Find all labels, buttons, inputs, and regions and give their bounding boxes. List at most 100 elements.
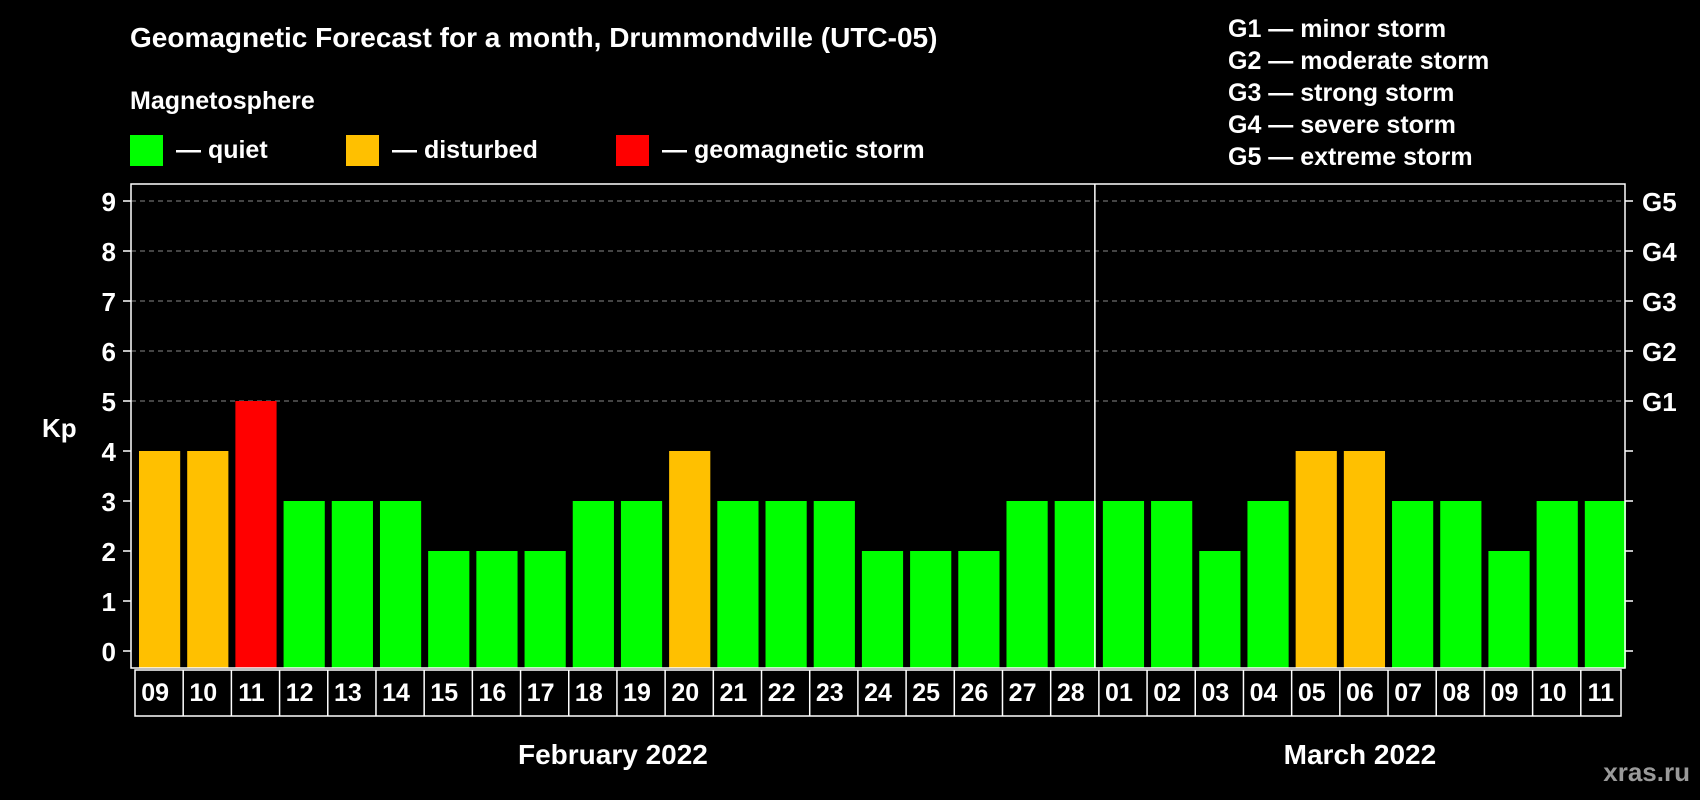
x-tick-label-5: 14 bbox=[382, 679, 410, 707]
x-tick-label-1: 10 bbox=[189, 679, 217, 707]
right-axis-label-g1: G1 bbox=[1642, 387, 1677, 417]
right-axis-label-g4: G4 bbox=[1642, 237, 1677, 267]
bar-10 bbox=[620, 501, 663, 668]
storm-scale-g2: G2 — moderate storm bbox=[1228, 47, 1489, 75]
x-tick-label-24: 05 bbox=[1298, 679, 1326, 707]
bar-5 bbox=[379, 501, 422, 668]
right-axis-label-g3: G3 bbox=[1642, 287, 1677, 317]
x-tick-label-4: 13 bbox=[334, 679, 362, 707]
legend-swatch-quiet bbox=[130, 135, 163, 166]
x-tick-label-9: 18 bbox=[575, 679, 603, 707]
bar-30 bbox=[1584, 501, 1626, 668]
bar-9 bbox=[572, 501, 614, 668]
bar-8 bbox=[524, 551, 566, 668]
bar-16 bbox=[910, 551, 952, 668]
bar-6 bbox=[428, 551, 470, 668]
x-tick-label-0: 09 bbox=[141, 679, 169, 707]
x-tick-label-25: 06 bbox=[1346, 679, 1374, 707]
bar-21 bbox=[1151, 501, 1193, 668]
bar-22 bbox=[1199, 551, 1241, 668]
bar-0 bbox=[139, 451, 181, 668]
x-tick-label-8: 17 bbox=[527, 679, 555, 707]
x-tick-label-13: 22 bbox=[768, 679, 796, 707]
x-tick-label-10: 19 bbox=[623, 679, 651, 707]
legend: — quiet — disturbed — geomagnetic storm bbox=[130, 135, 925, 166]
bar-24 bbox=[1295, 451, 1337, 668]
bar-3 bbox=[283, 501, 325, 668]
y-tick-label-4: 4 bbox=[102, 437, 117, 467]
y-tick-label-9: 9 bbox=[102, 187, 116, 217]
bar-11 bbox=[669, 451, 711, 668]
date-axis-frame bbox=[134, 669, 1622, 717]
x-tick-label-14: 23 bbox=[816, 679, 844, 707]
bar-1 bbox=[187, 451, 229, 668]
bar-19 bbox=[1054, 501, 1096, 668]
storm-scale-g4: G4 — severe storm bbox=[1228, 111, 1456, 139]
y-tick-label-1: 1 bbox=[102, 587, 116, 617]
x-tick-label-6: 15 bbox=[430, 679, 458, 707]
y-tick-label-0: 0 bbox=[102, 637, 116, 667]
plot-frame bbox=[130, 183, 1626, 669]
bar-26 bbox=[1392, 501, 1434, 668]
bar-18 bbox=[1006, 501, 1048, 668]
bar-17 bbox=[958, 551, 1000, 668]
bar-20 bbox=[1102, 501, 1145, 668]
chart-title: Geomagnetic Forecast for a month, Drummo… bbox=[130, 22, 937, 53]
bar-14 bbox=[813, 501, 855, 668]
legend-swatch-storm bbox=[616, 135, 649, 166]
x-tick-label-12: 21 bbox=[720, 679, 748, 707]
x-tick-label-7: 16 bbox=[479, 679, 507, 707]
storm-scale-legend: G1 — minor storm G2 — moderate storm G3 … bbox=[1228, 15, 1489, 171]
bar-25 bbox=[1343, 451, 1386, 668]
right-axis-label-g2: G2 bbox=[1642, 337, 1677, 367]
storm-scale-g3: G3 — strong storm bbox=[1228, 79, 1454, 107]
bar-27 bbox=[1440, 501, 1482, 668]
x-tick-label-23: 04 bbox=[1250, 679, 1278, 707]
month-label-1: March 2022 bbox=[1284, 739, 1437, 770]
y-tick-label-3: 3 bbox=[102, 487, 116, 517]
x-tick-label-19: 28 bbox=[1057, 679, 1085, 707]
watermark: xras.ru bbox=[1603, 757, 1690, 787]
x-tick-label-21: 02 bbox=[1153, 679, 1181, 707]
legend-swatch-disturbed bbox=[346, 135, 379, 166]
x-tick-label-15: 24 bbox=[864, 679, 892, 707]
bar-4 bbox=[331, 501, 373, 668]
bar-13 bbox=[765, 501, 807, 668]
legend-label-storm: — geomagnetic storm bbox=[662, 136, 925, 164]
x-tick-label-22: 03 bbox=[1201, 679, 1229, 707]
storm-scale-g1: G1 — minor storm bbox=[1228, 15, 1446, 43]
x-tick-label-3: 12 bbox=[286, 679, 314, 707]
x-tick-label-17: 26 bbox=[960, 679, 988, 707]
x-tick-label-29: 10 bbox=[1539, 679, 1567, 707]
chart-subtitle: Magnetosphere bbox=[130, 87, 315, 115]
right-axis-label-g5: G5 bbox=[1642, 187, 1677, 217]
bar-29 bbox=[1536, 501, 1578, 668]
month-label-0: February 2022 bbox=[518, 739, 708, 770]
x-tick-label-30: 11 bbox=[1588, 679, 1615, 707]
bar-28 bbox=[1488, 551, 1530, 668]
bar-23 bbox=[1247, 501, 1289, 668]
x-tick-label-18: 27 bbox=[1009, 679, 1037, 707]
x-tick-label-27: 08 bbox=[1442, 679, 1470, 707]
x-tick-label-20: 01 bbox=[1105, 679, 1133, 707]
x-tick-label-26: 07 bbox=[1394, 679, 1422, 707]
x-tick-label-2: 11 bbox=[238, 679, 265, 707]
legend-label-quiet: — quiet bbox=[176, 136, 268, 164]
bar-12 bbox=[717, 501, 759, 668]
y-tick-label-8: 8 bbox=[102, 237, 116, 267]
legend-label-disturbed: — disturbed bbox=[392, 136, 538, 164]
x-tick-label-11: 20 bbox=[671, 679, 699, 707]
y-tick-label-6: 6 bbox=[102, 337, 116, 367]
y-axis-label: Kp bbox=[42, 413, 77, 443]
bar-7 bbox=[476, 551, 518, 668]
storm-scale-g5: G5 — extreme storm bbox=[1228, 143, 1473, 171]
x-tick-label-16: 25 bbox=[912, 679, 940, 707]
y-tick-label-2: 2 bbox=[102, 537, 116, 567]
bar-15 bbox=[861, 551, 904, 668]
x-tick-label-28: 09 bbox=[1491, 679, 1519, 707]
bar-2 bbox=[235, 401, 277, 668]
y-tick-label-5: 5 bbox=[102, 387, 116, 417]
y-tick-label-7: 7 bbox=[102, 287, 116, 317]
